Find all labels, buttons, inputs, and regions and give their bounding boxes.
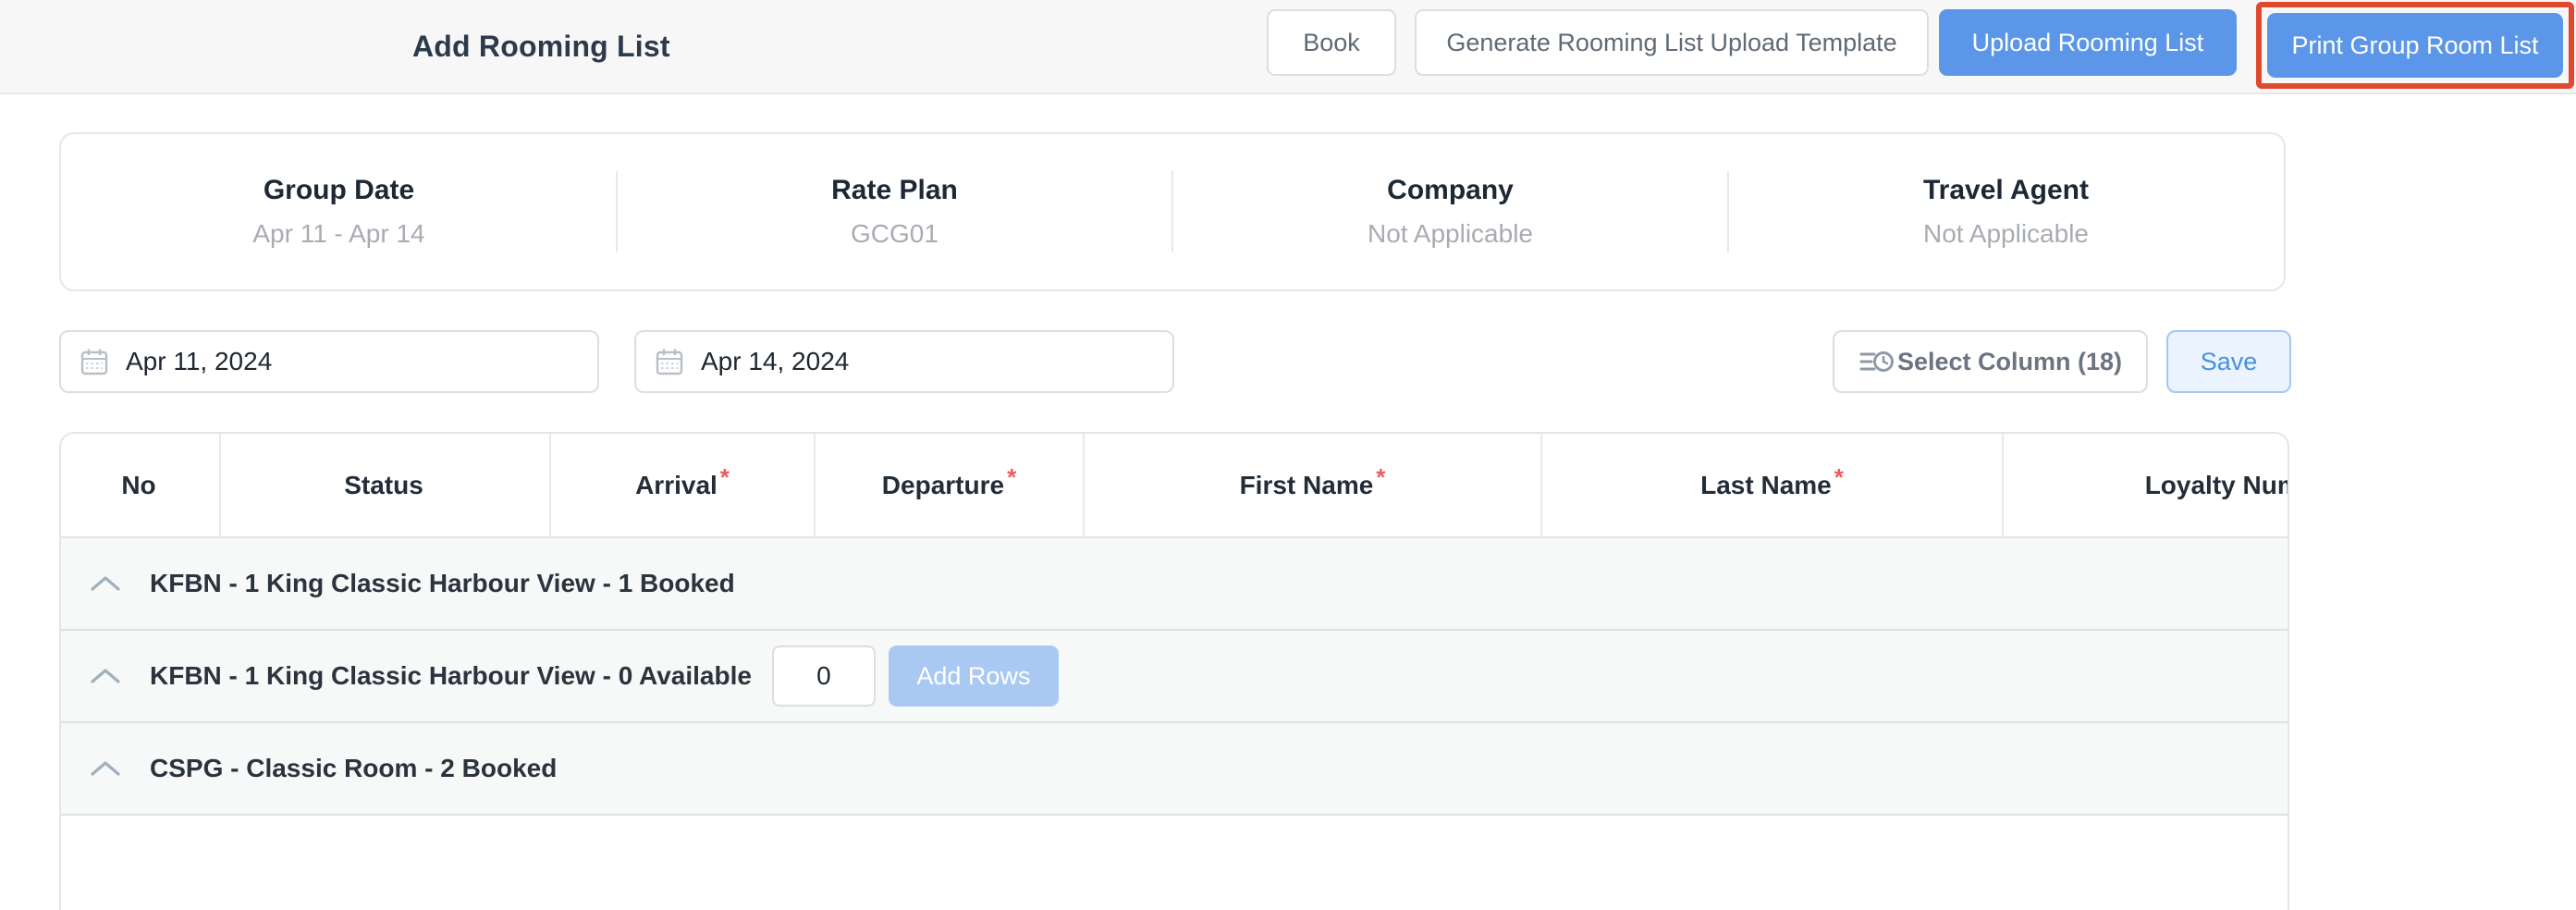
select-column-button[interactable]: Select Column (18) (1833, 330, 2148, 393)
select-column-label: Select Column (18) (1896, 347, 2123, 375)
travel-agent-label: Travel Agent (1923, 175, 2089, 205)
room-group-label: KFBN - 1 King Classic Harbour View - 1 B… (150, 569, 735, 597)
book-button[interactable]: Book (1267, 9, 1396, 76)
rate-plan-value: GCG01 (851, 219, 938, 248)
travel-agent-value: Not Applicable (1922, 219, 2089, 248)
calendar-icon (80, 349, 108, 375)
calendar-icon (656, 349, 683, 375)
generate-rooming-list-template-button[interactable]: Generate Rooming List Upload Template (1415, 9, 1929, 76)
end-date-input[interactable]: Apr 14, 2024 (634, 330, 1174, 393)
column-header-departure: Departure * (816, 434, 1085, 536)
column-header-last-name: Last Name * (1542, 434, 2004, 536)
upload-rooming-list-button[interactable]: Upload Rooming List (1939, 9, 2237, 76)
group-date-field: Group Date Apr 11 - Apr 14 (61, 134, 618, 289)
print-group-room-list-button[interactable]: Print Group Room List (2267, 13, 2563, 78)
table-header-row: No Status Arrival * Departure * First Name… (61, 434, 2288, 538)
end-date-value: Apr 14, 2024 (701, 347, 850, 375)
column-header-first-name: First Name * (1085, 434, 1542, 536)
company-field: Company Not Applicable (1172, 134, 1729, 289)
start-date-input[interactable]: Apr 11, 2024 (59, 330, 599, 393)
room-group-label: CSPG - Classic Room - 2 Booked (150, 754, 558, 782)
room-group-row-kfbn-booked[interactable]: KFBN - 1 King Classic Harbour View - 1 B… (61, 538, 2288, 631)
column-header-no: No (61, 434, 221, 536)
top-header-bar: Add Rooming List Book Generate Rooming L… (0, 0, 2576, 94)
company-label: Company (1387, 175, 1514, 205)
room-group-row-cspg-booked[interactable]: CSPG - Classic Room - 2 Booked (61, 723, 2288, 816)
rate-plan-label: Rate Plan (831, 175, 958, 205)
room-group-row-kfbn-available[interactable]: KFBN - 1 King Classic Harbour View - 0 A… (61, 631, 2288, 723)
column-header-loyalty-number: Loyalty Number (2144, 470, 2288, 499)
column-header-arrival: Arrival * (551, 434, 816, 536)
group-info-card: Group Date Apr 11 - Apr 14 Rate Plan GCG… (59, 132, 2286, 291)
travel-agent-field: Travel Agent Not Applicable (1728, 134, 2284, 289)
chevron-up-icon[interactable] (89, 573, 122, 594)
add-rows-count-input[interactable] (771, 646, 876, 707)
room-group-label: KFBN - 1 King Classic Harbour View - 0 A… (150, 661, 752, 690)
rooming-list-table: No Status Arrival * Departure * First Name… (59, 432, 2289, 910)
chevron-up-icon[interactable] (89, 758, 122, 779)
column-header-status: Status (221, 434, 551, 536)
chevron-up-icon[interactable] (89, 666, 122, 686)
add-rows-button[interactable]: Add Rows (888, 646, 1059, 707)
start-date-value: Apr 11, 2024 (126, 347, 273, 375)
select-column-icon (1859, 351, 1894, 372)
company-value: Not Applicable (1367, 219, 1533, 248)
print-button-highlight: Print Group Room List (2256, 2, 2574, 89)
save-button[interactable]: Save (2166, 330, 2291, 393)
group-date-label: Group Date (263, 175, 415, 205)
group-date-value: Apr 11 - Apr 14 (252, 219, 425, 248)
page-title: Add Rooming List (412, 29, 670, 63)
rate-plan-field: Rate Plan GCG01 (617, 134, 1173, 289)
